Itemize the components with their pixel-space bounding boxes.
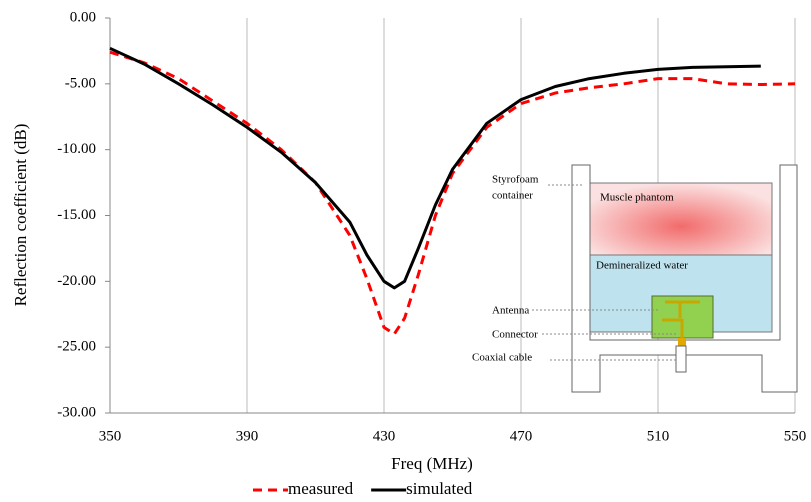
x-tick-label: 430 [373,428,396,444]
label: container [492,190,533,202]
y-tick-label: -10.00 [57,141,96,157]
label: Styrofoam [492,174,539,186]
x-tick-label: 510 [647,428,670,444]
series-line [109,46,761,290]
y-tick-label: -30.00 [57,404,96,420]
label: Connector [492,329,538,341]
inset-diagram: Styrofoam container Muscle phantom Demin… [472,164,798,393]
x-tick-label: 390 [236,428,259,444]
pointers [532,184,678,361]
x-tick-label: 350 [99,428,122,444]
y-tick-label: -25.00 [57,339,96,355]
y-tick-label: -5.00 [65,75,96,91]
label: Coaxial cable [472,352,532,364]
label: Antenna [492,305,529,317]
x-tick-label: 550 [784,428,807,444]
y-axis-title: Reflection coefficient (dB) [11,124,30,307]
y-tick-label: -15.00 [57,207,96,223]
y-tick-label: 0.00 [70,9,96,25]
connector [678,338,686,346]
muscle-layer [589,182,773,256]
antenna-trace [662,300,700,338]
cable [675,345,687,373]
label: Muscle phantom [600,192,674,204]
legend-label: simulated [406,479,473,498]
x-axis-title: Freq (MHz) [391,454,473,473]
label: Demineralized water [596,260,688,272]
x-tick-label: 470 [510,428,533,444]
y-tick-label: -20.00 [57,273,96,289]
legend-label: measured [288,479,354,498]
series-line [109,50,796,336]
